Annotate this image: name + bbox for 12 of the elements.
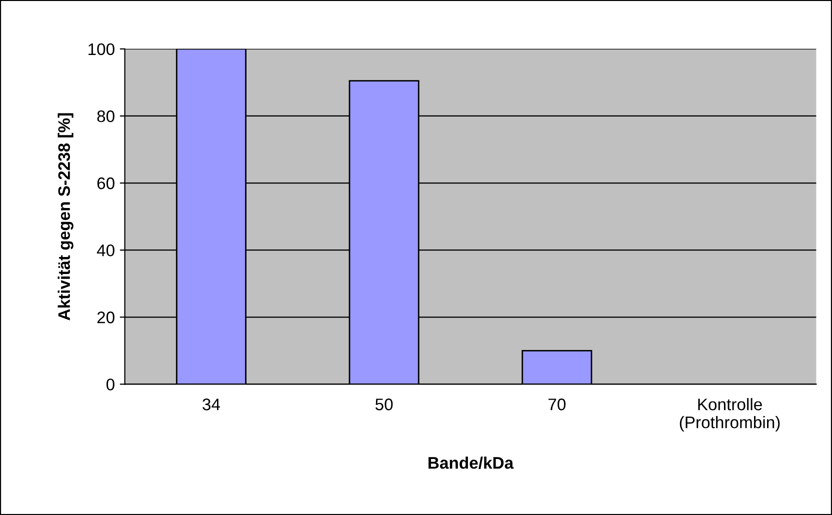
y-tick-label: 40 <box>96 244 114 256</box>
x-tick-label: Kontrolle (Prothrombin) <box>680 398 780 432</box>
y-tick-label: 100 <box>88 43 114 56</box>
y-axis-title: Aktivität gegen S-2238 [%] <box>58 113 74 320</box>
y-tick-label: 60 <box>97 177 114 190</box>
x-tick-label: 70 <box>548 398 566 410</box>
x-tick-label: 50 <box>375 398 393 410</box>
y-tick-label: 20 <box>97 312 114 324</box>
y-tick-label: 0 <box>106 378 114 390</box>
x-axis-title: Bande/kDa <box>428 456 514 469</box>
y-tick-label: 80 <box>97 110 114 122</box>
x-tick-label: 34 <box>202 398 220 410</box>
